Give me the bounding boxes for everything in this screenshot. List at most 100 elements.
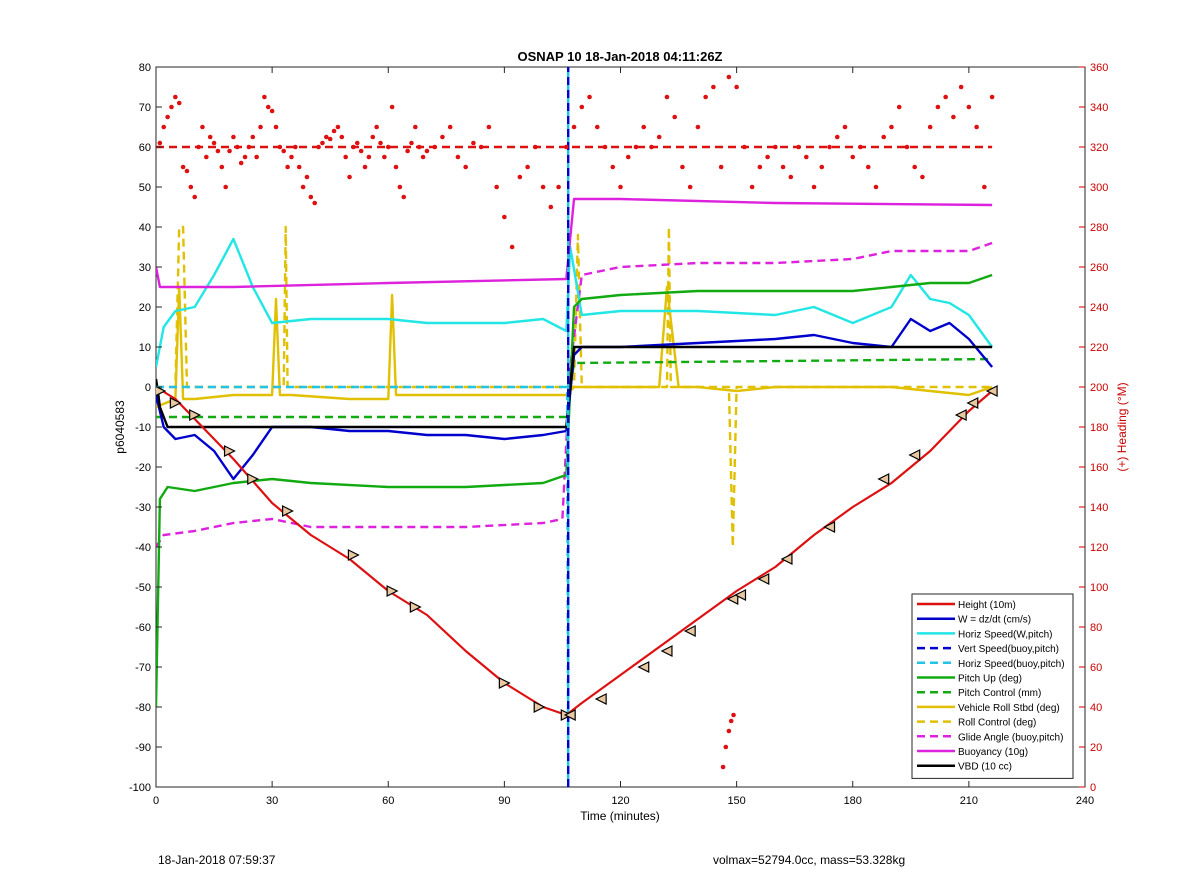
heading-dot <box>312 200 318 206</box>
heading-dot <box>478 144 484 150</box>
y-tick-label: -40 <box>135 542 151 554</box>
heading-dot <box>424 148 430 154</box>
heading-dot <box>176 100 182 106</box>
heading-dot <box>366 154 372 160</box>
x-tick-label: 90 <box>498 795 510 807</box>
heading-dot <box>335 124 341 130</box>
y2-tick-label: 60 <box>1090 662 1102 674</box>
heading-dot <box>579 104 585 110</box>
heading-dot <box>331 128 337 134</box>
heading-dot <box>231 134 236 140</box>
footer-volume-mass: volmax=52794.0cc, mass=53.328kg <box>713 853 906 867</box>
y2-tick-label: 160 <box>1090 462 1108 474</box>
series-line-glide <box>156 241 993 548</box>
heading-dot <box>374 124 379 130</box>
y-tick-label: -30 <box>135 502 151 514</box>
climb-marker <box>954 409 967 421</box>
heading-dot <box>943 94 948 100</box>
footer-timestamp: 18-Jan-2018 07:59:37 <box>158 853 276 867</box>
legend-label-buoyancy: Buoyancy (10g) <box>958 747 1028 758</box>
heading-dot <box>649 144 654 150</box>
heading-dot <box>242 154 248 160</box>
heading-dot <box>227 148 232 154</box>
heading-dot <box>382 154 387 160</box>
legend-label-vbd: VBD (10 cc) <box>958 762 1012 773</box>
heading-dot <box>293 144 298 150</box>
heading-dot <box>982 184 987 190</box>
legend-label-horiz_buoy: Horiz Speed(buoy,pitch) <box>958 659 1065 670</box>
heading-dot <box>610 164 616 170</box>
heading-dot <box>904 144 910 150</box>
heading-dot <box>200 124 205 130</box>
heading-dot <box>393 164 399 170</box>
heading-dot <box>343 154 348 160</box>
heading-dot <box>397 184 403 190</box>
climb-marker <box>966 397 979 409</box>
y-tick-label: 20 <box>139 302 151 314</box>
y2-axis-label: (+) Heading (°M) <box>1115 382 1129 471</box>
climb-marker <box>660 645 673 657</box>
chart-title: OSNAP 10 18-Jan-2018 04:11:26Z <box>518 49 723 64</box>
heading-dot <box>169 104 174 110</box>
heading-dot <box>525 164 530 170</box>
heading-dot <box>378 140 383 146</box>
y-tick-label: -20 <box>135 462 151 474</box>
heading-dot <box>695 124 701 130</box>
heading-dot <box>463 164 468 170</box>
heading-dot <box>711 84 716 90</box>
climb-marker <box>734 589 747 601</box>
heading-dot <box>494 184 499 190</box>
y2-tick-label: 40 <box>1090 702 1102 714</box>
heading-dot <box>362 164 368 170</box>
y2-tick-label: 260 <box>1090 262 1108 274</box>
climb-marker <box>823 521 836 533</box>
heading-dot <box>502 214 507 220</box>
y-tick-label: 0 <box>145 382 151 394</box>
x-tick-label: 240 <box>1076 795 1094 807</box>
heading-dot <box>351 144 356 150</box>
x-axis-label: Time (minutes) <box>580 809 660 823</box>
heading-dot <box>974 124 979 130</box>
heading-dot <box>850 154 856 160</box>
x-tick-label: 30 <box>266 795 278 807</box>
dive-marker <box>156 385 167 397</box>
legend-label-vert_buoy: Vert Speed(buoy,pitch) <box>958 644 1059 655</box>
heading-dot <box>416 144 422 150</box>
heading-dot <box>420 154 426 160</box>
heading-dot <box>827 144 832 150</box>
heading-dot <box>277 144 283 150</box>
heading-dot <box>316 144 321 150</box>
heading-dot <box>594 124 600 130</box>
legend-label-w: W = dz/dt (cm/s) <box>958 615 1031 626</box>
legend-box <box>911 593 1074 779</box>
heading-dot <box>389 104 395 110</box>
heading-dot <box>401 194 407 200</box>
y-tick-label: -60 <box>135 622 151 634</box>
y2-tick-label: 100 <box>1090 582 1108 594</box>
heading-dot <box>896 104 902 110</box>
climb-marker <box>908 449 921 461</box>
y2-tick-label: 300 <box>1090 182 1108 194</box>
y2-tick-label: 200 <box>1090 382 1108 394</box>
heading-dot <box>889 124 894 130</box>
y-tick-label: 40 <box>139 222 151 234</box>
axes-layer: 0 30 60 90 120 150 180 210 240-100-90-80-70-60-5… <box>129 62 1108 807</box>
y-tick-label: -50 <box>135 582 151 594</box>
heading-dot <box>834 134 840 140</box>
heading-dot <box>173 94 178 100</box>
heading-dot <box>641 124 647 130</box>
dive-marker <box>533 701 546 713</box>
heading-dot <box>250 134 256 140</box>
y-axis-label: p6040583 <box>113 400 127 454</box>
heading-dot <box>327 136 333 142</box>
climb-marker <box>757 573 770 585</box>
y-tick-label: 70 <box>139 102 151 114</box>
legend-label-pitch_ctrl: Pitch Control (mm) <box>958 688 1041 699</box>
heading-dot <box>951 114 956 120</box>
heading-dot <box>157 140 163 146</box>
heading-dot <box>703 94 708 100</box>
heading-dot <box>556 184 561 190</box>
climb-marker <box>985 385 998 397</box>
y2-tick-label: 280 <box>1090 222 1108 234</box>
